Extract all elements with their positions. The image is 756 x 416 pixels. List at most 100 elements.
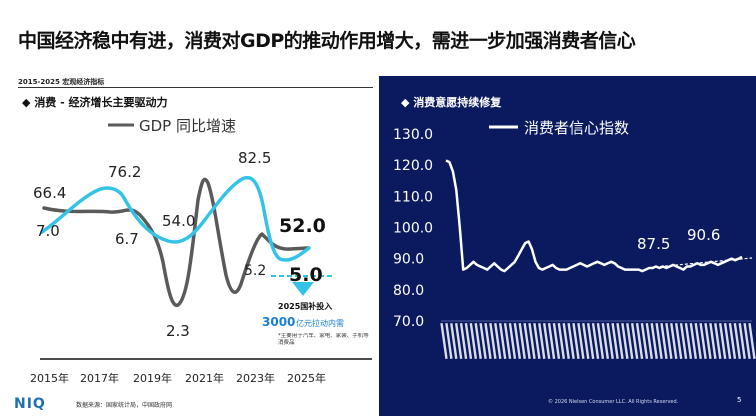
x-tick-label (528, 323, 536, 359)
x-tick-label (601, 323, 610, 359)
x-tick-label (513, 323, 522, 359)
x-tick-label (738, 323, 746, 359)
x-tick-label (714, 323, 722, 359)
y-tick-label: 90.0 (393, 252, 424, 268)
right-chart: 消费者信心指数 130.0 120.0 110.0 100.0 90.0 80.0 70.0… (393, 119, 756, 359)
x-axis-tick-labels (440, 323, 756, 359)
page-number: 5 (737, 396, 742, 404)
x-tick-label (552, 323, 561, 359)
x-tick-label (538, 323, 546, 359)
x-tick-label (670, 323, 678, 359)
x-tick-label (454, 323, 463, 359)
data-label: 90.6 (687, 226, 720, 244)
left-caption: 2015-2025 宏观经济指标 (18, 78, 105, 86)
x-tick-label (718, 323, 727, 359)
x-tick-label: 2023年 (236, 371, 275, 385)
diamond-icon: ◆ (22, 96, 31, 109)
right-section-heading: ◆ 消费意愿持续修复 (401, 94, 501, 110)
x-tick-label: 2019年 (133, 371, 172, 385)
x-tick-label (582, 323, 590, 359)
x-tick-label: 2021年 (185, 371, 224, 385)
diamond-icon: ◆ (401, 96, 410, 109)
y-tick-label: 70.0 (393, 314, 424, 330)
x-tick-label (665, 323, 673, 359)
niq-logo: NIQ (14, 396, 46, 412)
y-axis: 130.0 120.0 110.0 100.0 90.0 80.0 70.0 (393, 127, 433, 330)
x-tick-label (591, 323, 600, 359)
x-tick-label (484, 323, 492, 359)
x-tick-label (635, 323, 644, 359)
x-tick-label (743, 323, 751, 359)
subsidy-note: *主要用于汽车、家电、家装、手机等消费品 (278, 333, 369, 346)
x-tick-label (503, 323, 512, 359)
left-section-label: 消费 - 经济增长主要驱动力 (34, 96, 168, 109)
x-tick-label (674, 323, 683, 359)
y-tick-label: 100.0 (393, 221, 433, 237)
subsidy-amount: 3000 (262, 315, 295, 329)
left-chart: GDP 同比增速 66.4 7.0 76.2 6.7 54.0 2.3 82.5… (30, 117, 372, 385)
x-tick-label (626, 323, 634, 359)
x-tick-label (596, 323, 605, 359)
x-tick-label (655, 323, 663, 359)
data-label: 87.5 (637, 235, 670, 253)
x-tick-label (728, 323, 737, 359)
data-label: 5.0 (289, 264, 323, 286)
x-tick-label (679, 323, 688, 359)
x-tick-label (508, 323, 517, 359)
x-tick-label (567, 323, 575, 359)
data-label: 82.5 (238, 149, 271, 167)
data-label: 6.7 (115, 230, 139, 248)
subsidy-amount-suffix: 亿元拉动内需 (296, 318, 344, 328)
subsidy-note-box: *主要用于汽车、家电、家装、手机等消费品 (278, 333, 369, 346)
data-label: 54.0 (162, 212, 195, 230)
data-label: 7.0 (36, 222, 60, 240)
data-label: 76.2 (108, 163, 141, 181)
x-tick-label (748, 323, 756, 359)
x-tick-label (572, 323, 580, 359)
x-tick-label (694, 323, 702, 359)
x-tick-label (523, 323, 531, 359)
x-tick-label (704, 323, 712, 359)
x-tick-label (489, 323, 497, 359)
x-tick-label (616, 323, 624, 359)
subsidy-title: 2025国补投入 (278, 301, 332, 311)
y-tick-label: 110.0 (393, 189, 433, 205)
right-section-label: 消费意愿持续修复 (413, 96, 502, 109)
right-panel (379, 76, 756, 416)
x-tick-label (645, 323, 654, 359)
trend-line (654, 257, 753, 268)
x-tick-label (479, 323, 487, 359)
x-tick-label (621, 323, 629, 359)
x-tick-label (445, 323, 453, 359)
left-section-heading: ◆ 消费 - 经济增长主要驱动力 (22, 94, 168, 110)
x-tick-label (459, 323, 468, 359)
x-tick-label (630, 323, 639, 359)
x-tick-label (542, 323, 551, 359)
x-tick-label (562, 323, 570, 359)
x-tick-label (577, 323, 585, 359)
x-tick-label: 2017年 (80, 371, 119, 385)
x-tick-label (474, 323, 482, 359)
y-tick-label: 80.0 (393, 283, 424, 299)
x-tick-label (557, 323, 566, 359)
x-tick-label (611, 323, 619, 359)
x-tick-label (699, 323, 707, 359)
x-tick-label (723, 323, 732, 359)
footer-copyright: © 2026 Nielsen Consumer LLC. All Rights … (548, 399, 679, 405)
data-label: 66.4 (33, 184, 66, 202)
triangle-down-icon (292, 282, 314, 296)
x-tick-label (606, 323, 614, 359)
x-tick-label: 2025年 (287, 371, 326, 385)
data-label: 5.2 (244, 263, 266, 279)
x-tick-label (469, 323, 478, 359)
x-tick-label (689, 323, 698, 359)
left-legend-label: GDP 同比增速 (139, 117, 236, 135)
footer-source: 数据来源：国家统计局，中国政府网 (76, 402, 173, 409)
x-tick-label (450, 323, 458, 359)
retail-growth-line (40, 175, 311, 262)
y-tick-label: 120.0 (393, 158, 433, 174)
x-tick-label (518, 323, 526, 359)
left-divider (18, 87, 373, 88)
x-tick-label: 2015年 (30, 371, 69, 385)
